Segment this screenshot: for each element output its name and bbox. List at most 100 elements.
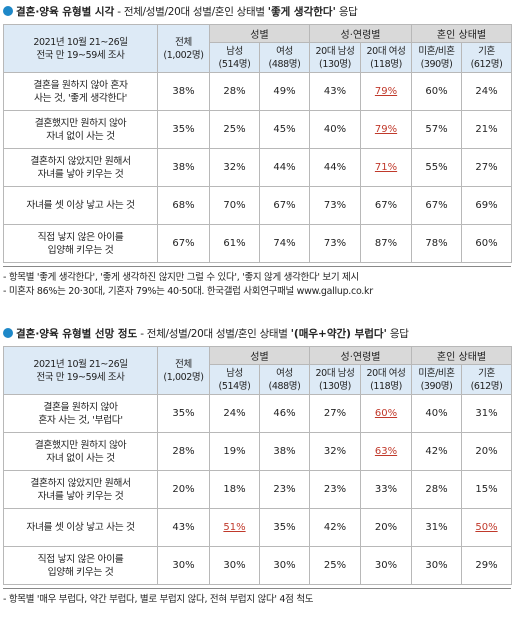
group-gender: 성별 [209,24,310,43]
cell-value: 45% [259,110,310,149]
cell-value: 35% [157,394,210,433]
value: 35% [172,408,195,419]
cell-value: 29% [461,546,513,585]
col-total: 전체 (1,002명) [157,346,210,395]
value: 73% [323,238,347,249]
value: 55% [425,162,448,173]
cell-value: 40% [411,394,463,433]
value: 42% [323,522,347,533]
value: 27% [323,408,347,419]
group-marital: 혼인 상태별 [411,346,513,365]
cell-value: 46% [259,394,310,433]
value: 35% [172,124,195,135]
cell-value: 73% [309,186,361,225]
section-envy: 결혼·양육 유형별 선망 정도 - 전체/성별/20대 성별/혼인 상태별 '(… [3,320,513,618]
cell-value: 61% [209,224,260,263]
table-row: 직접 낳지 않은 아이를 입양해 키우는 것 30% 30% 30% 25% 30% 30% 2… [3,546,513,585]
col-subgroup: 남성 (514명) [209,42,260,73]
col-subgroup: 기혼 (612명) [461,364,513,395]
row-label: 자녀를 셋 이상 낳고 사는 것 [3,186,158,225]
value: 23% [323,484,347,495]
col-total: 전체 (1,002명) [157,24,210,73]
cell-value: 24% [461,72,513,111]
cell-value: 55% [411,148,463,187]
table-row: 결혼을 원하지 않아 혼자 사는 것, '좋게 생각한다' 38% 28% 49% 43%… [3,72,513,111]
survey-info: 2021년 10월 21~26일 전국 만 19~59세 조사 [3,346,158,395]
group-marital: 혼인 상태별 [411,24,513,43]
cell-value: 24% [209,394,260,433]
cell-value: 78% [411,224,463,263]
cell-value: 50% [461,508,513,547]
cell-value: 28% [209,72,260,111]
value: 43% [172,522,195,533]
value: 74% [273,238,296,249]
value: 32% [323,446,347,457]
cell-value: 43% [309,72,361,111]
divider [3,266,511,267]
value: 24% [475,86,498,97]
cell-value: 23% [259,470,310,509]
value: 49% [273,86,296,97]
highlight-value: 79% [374,124,398,135]
cell-value: 30% [209,546,260,585]
value: 24% [223,408,246,419]
value: 67% [425,200,448,211]
value: 31% [425,522,448,533]
value: 35% [273,522,296,533]
value: 67% [172,238,195,249]
view-table: 2021년 10월 21~26일 전국 만 19~59세 조사 전체 (1,002명)… [3,24,513,263]
cell-value: 23% [309,470,361,509]
cell-value: 30% [259,546,310,585]
value: 30% [273,560,296,571]
cell-value: 25% [209,110,260,149]
value: 68% [172,200,195,211]
cell-value: 69% [461,186,513,225]
col-subgroup: 20대 여성 (118명) [359,364,413,395]
group-age-gender: 성·연령별 [308,24,413,43]
survey-info: 2021년 10월 21~26일 전국 만 19~59세 조사 [3,24,158,73]
table-row: 자녀를 셋 이상 낳고 사는 것 43% 51% 35% 42% 20% 31% 50% [3,508,513,547]
cell-value: 20% [461,432,513,471]
row-label: 직접 낳지 않은 아이를 입양해 키우는 것 [3,546,158,585]
cell-value: 79% [359,110,413,149]
section-title: 결혼·양육 유형별 선망 정도 - 전체/성별/20대 성별/혼인 상태별 '(… [3,326,409,342]
cell-value: 35% [259,508,310,547]
highlight-value: 79% [374,86,398,97]
row-label: 결혼을 원하지 않아 혼자 사는 것, '좋게 생각한다' [3,72,158,111]
value: 57% [425,124,448,135]
highlight-value: 50% [475,522,498,533]
cell-value: 31% [411,508,463,547]
cell-value: 38% [259,432,310,471]
group-age-gender: 성·연령별 [308,346,413,365]
table-row: 결혼했지만 원하지 않아 자녀 없이 사는 것 28% 19% 38% 32% 63% 42%… [3,432,513,471]
cell-value: 67% [259,186,310,225]
table-row: 결혼하지 않았지만 원해서 자녀를 낳아 키우는 것 20% 18% 23% 23% 33%… [3,470,513,509]
value: 27% [475,162,498,173]
cell-value: 32% [309,432,361,471]
value: 18% [223,484,246,495]
cell-value: 38% [157,148,210,187]
cell-value: 42% [309,508,361,547]
value: 20% [172,484,195,495]
table-row: 결혼을 원하지 않아 혼자 사는 것, '부럽다' 35% 24% 46% 27% 60% 4… [3,394,513,433]
cell-value: 30% [411,546,463,585]
cell-value: 28% [411,470,463,509]
highlight-value: 51% [223,522,246,533]
value: 46% [273,408,296,419]
value: 67% [374,200,398,211]
value: 33% [374,484,398,495]
cell-value: 70% [209,186,260,225]
cell-value: 67% [157,224,210,263]
table-row: 결혼하지 않았지만 원해서 자녀를 낳아 키우는 것 38% 32% 44% 44% 71%… [3,148,513,187]
col-subgroup: 20대 남성 (130명) [309,42,361,73]
cell-value: 51% [209,508,260,547]
cell-value: 71% [359,148,413,187]
table-row: 결혼했지만 원하지 않아 자녀 없이 사는 것 35% 25% 45% 40% 79% 57%… [3,110,513,149]
value: 38% [172,162,195,173]
row-label: 결혼했지만 원하지 않아 자녀 없이 사는 것 [3,432,158,471]
highlight-value: 60% [374,408,398,419]
cell-value: 20% [359,508,413,547]
cell-value: 27% [461,148,513,187]
cell-value: 15% [461,470,513,509]
col-subgroup: 미혼/비혼 (390명) [411,364,463,395]
